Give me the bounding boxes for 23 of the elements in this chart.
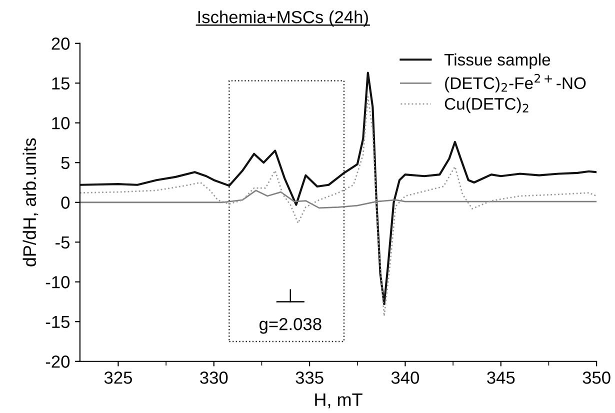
legend-label: Cu(DETC)$_{2}$ <box>444 98 528 114</box>
x-tick-label: 335 <box>296 372 324 384</box>
x-tick-label: 350 <box>582 372 610 384</box>
legend-label: Tissue sample <box>444 53 550 69</box>
chart-title: Ischemia+MSCs (24h) <box>198 10 368 27</box>
y-tick-label: 15 <box>52 77 70 90</box>
annotation: g=2.038 <box>260 318 322 334</box>
y-tick-label: 5 <box>61 156 70 170</box>
y-tick-label: -10 <box>46 276 70 288</box>
y-tick-label: -5 <box>56 236 70 249</box>
x-tick-label: 325 <box>104 372 132 384</box>
x-tick-label: 330 <box>200 372 228 384</box>
y-tick-label: 10 <box>52 117 70 130</box>
y-tick-label: -20 <box>46 356 70 368</box>
y-tick-label: -15 <box>46 316 70 328</box>
x-axis-title: H, mT <box>315 394 362 408</box>
line-series <box>80 190 597 209</box>
x-tick-label: 340 <box>391 372 420 384</box>
y-tick-label: 0 <box>61 196 70 209</box>
y-axis-title: dP/dH, arb.units <box>22 138 38 266</box>
y-tick-label: 20 <box>52 38 70 50</box>
x-tick-label: 345 <box>487 372 515 384</box>
legend-label: (DETC)$_{2}$-Fe$^{2+}$-NO <box>445 74 586 92</box>
